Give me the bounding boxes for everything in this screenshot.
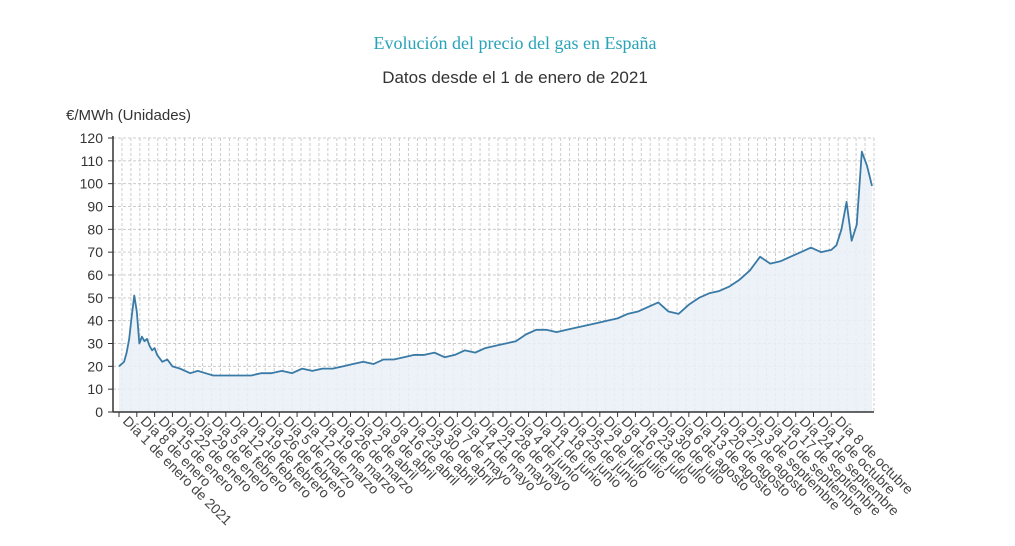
price-series: [118, 150, 873, 377]
y-tick-labels: 0 10 20 30 40 50 60 70 80 90 100 110 120: [80, 130, 113, 420]
area-fill: [119, 151, 872, 412]
y-tick-label: 110: [81, 153, 104, 169]
area-fill-path: [119, 151, 872, 412]
y-tick-label: 70: [87, 244, 103, 260]
y-tick-label: 10: [87, 381, 103, 397]
y-tick-label: 0: [95, 404, 103, 420]
y-tick-label: 30: [87, 336, 103, 352]
y-tick-label: 100: [80, 176, 104, 192]
y-tick-label: 50: [87, 290, 103, 306]
y-axis-label: €/MWh (Unidades): [66, 107, 192, 124]
y-tick-label: 40: [87, 313, 103, 329]
y-tick-label: 90: [87, 199, 103, 215]
chart-title: Evolución del precio del gas en España: [373, 33, 657, 53]
y-tick-label: 80: [87, 221, 103, 237]
chart-subtitle: Datos desde el 1 de enero de 2021: [382, 68, 648, 87]
price-line: [118, 150, 873, 377]
y-tick-label: 60: [87, 267, 103, 283]
y-tick-label: 20: [87, 358, 103, 374]
y-tick-label: 120: [80, 130, 104, 146]
